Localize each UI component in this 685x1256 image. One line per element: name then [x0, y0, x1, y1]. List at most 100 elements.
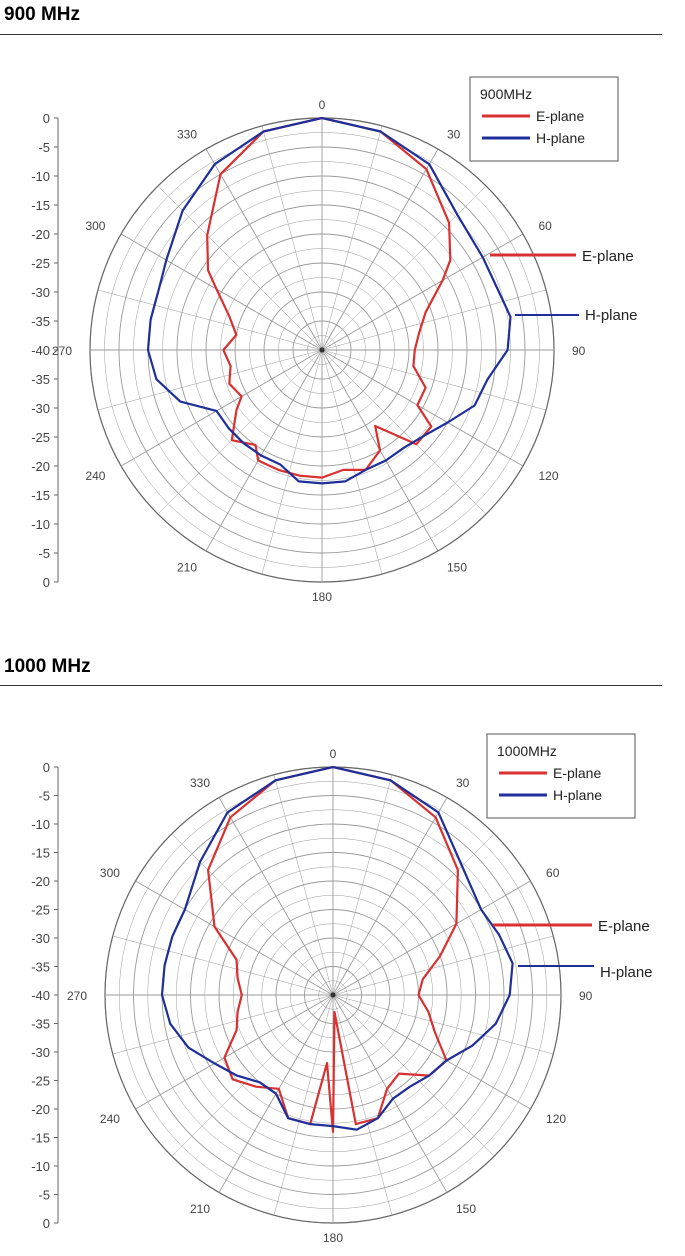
section-divider — [0, 34, 662, 35]
grid-spoke — [332, 833, 495, 996]
e-plane-series — [207, 765, 459, 1133]
radial-tick-label: -30 — [31, 401, 50, 416]
grid-spoke — [332, 994, 531, 1110]
radial-tick-label: -10 — [31, 517, 50, 532]
legend-label: E-plane — [553, 765, 601, 781]
angle-tick-label: 30 — [456, 776, 470, 790]
radial-tick-label: -10 — [31, 169, 50, 184]
radial-tick-label: -25 — [31, 1074, 50, 1089]
polar-chart-1000: 0 30 60 90 120 150 180 210 240 270 300 330 0 -5 -10 -15… — [31, 733, 653, 1245]
callout-label: E-plane — [582, 248, 634, 265]
angle-tick-label: 90 — [579, 989, 593, 1003]
section-divider — [0, 685, 662, 686]
legend-title: 900MHz — [480, 86, 532, 102]
grid-spoke — [135, 994, 334, 1110]
callout-e-plane: E-plane — [493, 918, 650, 935]
grid-spoke — [332, 994, 393, 1216]
angle-tick-label: 270 — [52, 344, 72, 358]
radial-tick-label: -10 — [31, 817, 50, 832]
angle-tick-label: 150 — [456, 1202, 476, 1216]
radial-tick-label: -5 — [38, 1188, 50, 1203]
grid-spoke — [120, 233, 323, 351]
grid-spoke — [135, 880, 334, 996]
legend: 1000MHz E-plane H-plane — [486, 733, 636, 819]
radial-tick-label: -20 — [31, 227, 50, 242]
radial-tick-label: -5 — [38, 789, 50, 804]
grid-spoke — [321, 349, 524, 467]
angle-tick-label: 300 — [85, 219, 105, 233]
center-dot — [319, 347, 325, 353]
section-title: 1000 MHz — [4, 656, 91, 677]
grid-spoke — [171, 994, 334, 1157]
legend-box — [469, 76, 619, 162]
legend-title: 1000MHz — [497, 743, 557, 759]
radial-tick-label: -30 — [31, 285, 50, 300]
h-plane-series — [146, 116, 512, 485]
grid-spoke — [157, 349, 323, 515]
angle-tick-label: 0 — [319, 98, 326, 112]
radial-tick-label: -15 — [31, 1131, 50, 1146]
angle-tick-label: 180 — [312, 590, 332, 604]
grid-spoke — [261, 349, 323, 575]
grid-spoke — [321, 289, 547, 351]
radial-tick-label: -5 — [38, 546, 50, 561]
callout-e-plane: E-plane — [490, 248, 634, 265]
radial-tick-label: -40 — [31, 988, 50, 1003]
grid-spoke — [112, 935, 334, 996]
radial-tick-label: -20 — [31, 1102, 50, 1117]
angle-tick-label: 330 — [190, 776, 210, 790]
grid-spoke — [218, 797, 334, 996]
angle-tick-label: 300 — [100, 866, 120, 880]
polar-grid — [104, 766, 562, 1224]
angle-tick-label: 270 — [67, 989, 87, 1003]
legend-label: E-plane — [536, 108, 584, 124]
radial-tick-label: 0 — [43, 760, 50, 775]
polar-grid — [89, 117, 555, 583]
angle-tick-label: 330 — [177, 127, 197, 141]
callout-label: E-plane — [598, 918, 650, 935]
grid-spoke — [332, 797, 448, 996]
angle-tick-label: 240 — [85, 469, 105, 483]
angle-tick-label: 120 — [539, 469, 559, 483]
radial-tick-label: -10 — [31, 1159, 50, 1174]
angle-tick-label: 150 — [447, 561, 467, 575]
radial-tick-label: -20 — [31, 459, 50, 474]
radial-tick-label: -35 — [31, 372, 50, 387]
radial-tick-label: -35 — [31, 1017, 50, 1032]
legend-label: H-plane — [553, 787, 602, 803]
angle-tick-label: 180 — [323, 1231, 343, 1245]
chart-section-900: 900 MHz 0 30 60 90 120 150 180 210 240 270 300 330 0… — [0, 4, 662, 604]
angle-tick-label: 60 — [539, 219, 553, 233]
radial-tick-label: -35 — [31, 314, 50, 329]
grid-spoke — [273, 774, 334, 996]
angle-tick-label: 210 — [177, 561, 197, 575]
radial-tick-label: -25 — [31, 430, 50, 445]
e-plane-series — [206, 116, 452, 479]
grid-spoke — [332, 774, 393, 996]
radial-tick-label: -25 — [31, 903, 50, 918]
grid-spoke — [321, 125, 383, 351]
grid-spoke — [205, 349, 323, 552]
angle-tick-label: 90 — [572, 344, 586, 358]
angle-tick-label: 30 — [447, 127, 461, 141]
radial-tick-label: -40 — [31, 343, 50, 358]
grid-spoke — [261, 125, 323, 351]
callout-label: H-plane — [585, 307, 638, 324]
grid-spoke — [332, 935, 554, 996]
section-title: 900 MHz — [4, 4, 81, 25]
radial-tick-label: -15 — [31, 488, 50, 503]
legend-label: H-plane — [536, 130, 585, 146]
chart-section-1000: 1000 MHz 0 30 60 90 120 150 180 210 240 270 300 330… — [0, 648, 685, 1254]
callout-h-plane: H-plane — [518, 964, 653, 981]
radial-tick-label: -15 — [31, 846, 50, 861]
center-dot — [330, 992, 336, 998]
grid-spoke — [321, 349, 383, 575]
grid-spoke — [332, 994, 554, 1055]
grid-spoke — [157, 185, 323, 351]
angle-tick-label: 240 — [100, 1112, 120, 1126]
radial-tick-label: -30 — [31, 1045, 50, 1060]
angle-tick-label: 210 — [190, 1202, 210, 1216]
grid-spoke — [97, 289, 323, 351]
radial-tick-label: -30 — [31, 931, 50, 946]
callout-label: H-plane — [600, 964, 653, 981]
